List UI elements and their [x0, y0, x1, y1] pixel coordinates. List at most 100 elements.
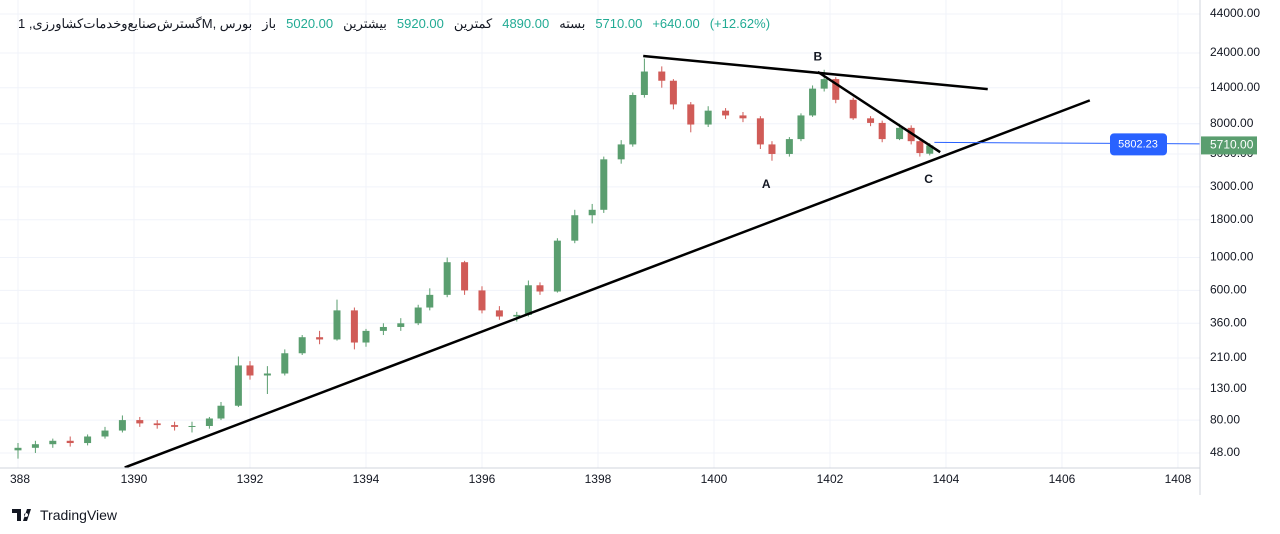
pattern-label: C	[924, 172, 933, 186]
y-tick-label: 210.00	[1210, 350, 1247, 364]
candle-body	[205, 418, 213, 426]
x-tick-label: 1390	[121, 472, 148, 486]
y-tick-label: 24000.00	[1210, 45, 1260, 59]
candle-body	[263, 373, 271, 376]
field-value: 4890.00	[502, 16, 550, 31]
symbol: گسترش‌صنایع‌وخدمات‌کشاورزی, 1M, بورس	[18, 16, 253, 31]
candle-body	[600, 159, 608, 210]
candle-body	[101, 430, 109, 437]
candle-body	[31, 444, 39, 448]
candle-body	[571, 215, 579, 241]
x-tick-label: 1398	[585, 472, 612, 486]
change: +640.00	[652, 16, 700, 31]
field-value: 5710.00	[595, 16, 643, 31]
y-tick-label: 44000.00	[1210, 6, 1260, 20]
x-tick-label: 1400	[701, 472, 728, 486]
candle-body	[188, 425, 196, 427]
candle-body	[14, 447, 22, 451]
candle-body	[443, 262, 451, 295]
candle-body	[588, 209, 596, 216]
candle-body	[553, 240, 561, 292]
chart: A B C 5802.23 44000.00 24000.00 14000.00 8000.…	[0, 0, 1260, 495]
candle-body	[246, 365, 254, 376]
y-tick-label: 600.00	[1210, 283, 1247, 297]
last-price-label: 5710.00	[1210, 138, 1254, 152]
y-tick-label: 1800.00	[1210, 212, 1254, 226]
x-tick-label: 1396	[469, 472, 496, 486]
change-pct: (+12.62%)	[709, 16, 771, 31]
x-tick-label: 388	[10, 472, 30, 486]
y-tick-label: 8000.00	[1210, 116, 1254, 130]
y-tick-label: 80.00	[1210, 412, 1240, 426]
candle-body	[49, 440, 57, 445]
x-tick-label: 1394	[353, 472, 380, 486]
candle-body	[379, 326, 387, 331]
trend-line	[124, 99, 1091, 468]
pattern-label: A	[762, 177, 771, 191]
candle-body	[797, 115, 805, 140]
x-tick-label: 1408	[1165, 472, 1192, 486]
y-tick-label: 48.00	[1210, 445, 1240, 459]
candle-body	[687, 104, 695, 125]
candle-body	[153, 423, 161, 426]
candle-body	[234, 365, 242, 406]
last-price-tag	[1201, 136, 1257, 155]
candle-body	[785, 139, 793, 154]
candle-body	[878, 122, 886, 140]
y-tick-label: 360.00	[1210, 315, 1247, 329]
field-label: کمترین	[453, 16, 493, 31]
candle-body	[426, 294, 434, 308]
candle-body	[768, 144, 776, 154]
candle-body	[281, 353, 289, 374]
x-tick-label: 1404	[933, 472, 960, 486]
candle-body	[350, 310, 358, 343]
candle-body	[461, 262, 469, 291]
price-box-label: 5802.23	[1118, 138, 1158, 150]
field-label: بیشترین	[343, 16, 387, 31]
candle-body	[171, 425, 179, 427]
candle-body	[536, 285, 544, 292]
legend-header: گسترش‌صنایع‌وخدمات‌کشاورزی, 1M, بورس باز…	[18, 16, 770, 32]
candle-body	[66, 440, 74, 444]
candle-body	[926, 145, 934, 154]
field-value: 5920.00	[396, 16, 444, 31]
logo	[12, 509, 31, 521]
price-box	[1110, 133, 1167, 156]
field-label: باز	[262, 16, 277, 31]
y-tick-label: 130.00	[1210, 381, 1247, 395]
candle-body	[118, 420, 126, 431]
candle-body	[704, 110, 712, 125]
candle-body	[658, 71, 666, 81]
y-tick-label: 3000.00	[1210, 179, 1254, 193]
candle-body	[333, 310, 341, 340]
candle-body	[617, 144, 625, 160]
trend-line	[817, 70, 941, 154]
candle-body	[916, 141, 924, 154]
candle-body	[362, 330, 370, 343]
candle-body	[397, 323, 405, 327]
candle-body	[809, 88, 817, 116]
candle-body	[640, 71, 648, 95]
candle-body	[513, 314, 521, 317]
candle-body	[756, 118, 764, 145]
x-tick-label: 1402	[817, 472, 844, 486]
candle-body	[820, 79, 828, 89]
candle-body	[298, 337, 306, 354]
candle-body	[629, 94, 637, 145]
candle-body	[136, 420, 144, 424]
candle-body	[867, 118, 875, 123]
footer: TradingView	[12, 507, 117, 523]
candle-body	[524, 285, 532, 315]
field-label: بسته	[559, 16, 586, 31]
y-tick-label: 1000.00	[1210, 250, 1254, 264]
pattern-label: B	[813, 49, 822, 63]
candle-body	[84, 436, 92, 444]
candle-body	[478, 290, 486, 311]
candle-body	[739, 115, 747, 119]
trend-line	[643, 54, 988, 91]
candle-body	[896, 127, 904, 140]
candle-body	[832, 79, 840, 100]
candle-body	[316, 337, 324, 340]
x-tick-label: 1392	[237, 472, 264, 486]
